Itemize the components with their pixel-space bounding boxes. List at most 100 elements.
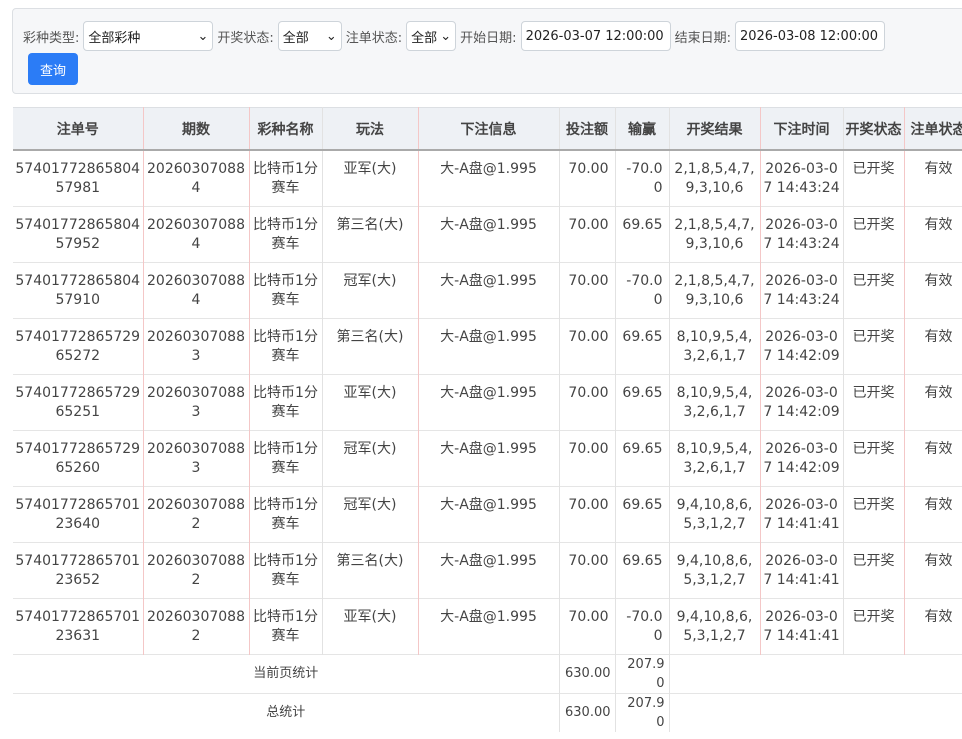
bet-status-value: 全部 [411, 30, 438, 46]
cell-bet-id: 5740177286572965260 [13, 429, 144, 486]
table-row: 5740177286572965251 202603070883 比特币1分赛车 亚军… [13, 373, 962, 430]
cell-bet-info: 大-A盘@1.995 [418, 485, 560, 542]
cell-draw-status: 已开奖 [843, 205, 905, 262]
cell-draw-status: 已开奖 [843, 261, 905, 318]
cell-bet-id: 5740177286570123640 [13, 485, 144, 542]
start-date-label: 开始日期: [460, 30, 517, 46]
cell-draw-result: 9,4,10,8,6,5,3,1,2,7 [669, 485, 761, 542]
cell-bet-status: 有效 [904, 429, 962, 486]
cell-bet-id: 5740177286580457910 [13, 261, 144, 318]
lottery-type-select[interactable]: 全部彩种 ⌄ [83, 21, 214, 51]
column-header-draw-result: 开奖结果 [669, 107, 761, 151]
cell-draw-result: 2,1,8,5,4,7,9,3,10,6 [669, 205, 761, 262]
cell-bet-info: 大-A盘@1.995 [418, 261, 560, 318]
end-date-label: 结束日期: [674, 30, 731, 46]
table-row: 5740177286580457910 202603070884 比特币1分赛车 冠军… [13, 261, 962, 318]
cell-bet-time: 2026-03-07 14:42:09 [760, 373, 844, 430]
cell-bet-status: 有效 [904, 373, 962, 430]
cell-play-type: 冠军(大) [322, 261, 419, 318]
chevron-down-icon: ⌄ [325, 28, 337, 44]
query-button[interactable]: 查询 [28, 53, 78, 85]
cell-bet-time: 2026-03-07 14:41:41 [760, 541, 844, 598]
column-header-bet-time: 下注时间 [760, 107, 844, 151]
start-date-value: 2026-03-07 12:00:00 [525, 28, 664, 44]
summary-label: 当前页统计 [13, 653, 560, 693]
cell-bet-amount: 70.00 [559, 373, 616, 430]
cell-period: 202603070882 [143, 541, 250, 598]
cell-win-loss: 69.65 [615, 485, 670, 542]
cell-period: 202603070884 [143, 205, 250, 262]
cell-lottery-name: 比特币1分赛车 [249, 597, 323, 654]
cell-lottery-name: 比特币1分赛车 [249, 373, 323, 430]
cell-bet-info: 大-A盘@1.995 [418, 429, 560, 486]
table-row: 5740177286570123631 202603070882 比特币1分赛车 亚军… [13, 597, 962, 654]
cell-bet-id: 5740177286580457981 [13, 149, 144, 206]
cell-play-type: 亚军(大) [322, 373, 419, 430]
bet-table: 注单号 期数 彩种名称 玩法 下注信息 投注额 输赢 开奖结果 下注时间 开奖状态 注单状态 574… [13, 107, 962, 732]
cell-bet-amount: 70.00 [559, 541, 616, 598]
cell-draw-result: 2,1,8,5,4,7,9,3,10,6 [669, 261, 761, 318]
summary-empty [669, 692, 962, 732]
cell-bet-amount: 70.00 [559, 429, 616, 486]
cell-draw-status: 已开奖 [843, 317, 905, 374]
cell-bet-amount: 70.00 [559, 205, 616, 262]
cell-bet-time: 2026-03-07 14:42:09 [760, 317, 844, 374]
cell-bet-status: 有效 [904, 597, 962, 654]
cell-bet-id: 5740177286570123652 [13, 541, 144, 598]
cell-bet-time: 2026-03-07 14:43:24 [760, 205, 844, 262]
cell-bet-time: 2026-03-07 14:43:24 [760, 149, 844, 206]
cell-bet-amount: 70.00 [559, 317, 616, 374]
total-summary-row: 总统计 630.00 207.90 [13, 692, 962, 732]
lottery-type-value: 全部彩种 [88, 30, 141, 46]
chevron-down-icon: ⌄ [440, 28, 452, 44]
cell-bet-time: 2026-03-07 14:43:24 [760, 261, 844, 318]
cell-bet-time: 2026-03-07 14:41:41 [760, 597, 844, 654]
table-row: 5740177286572965272 202603070883 比特币1分赛车 第三… [13, 317, 962, 374]
cell-win-loss: -70.00 [615, 149, 670, 206]
cell-bet-status: 有效 [904, 317, 962, 374]
cell-bet-status: 有效 [904, 261, 962, 318]
page-summary-row: 当前页统计 630.00 207.90 [13, 653, 962, 693]
cell-period: 202603070884 [143, 261, 250, 318]
draw-status-label: 开奖状态: [217, 30, 274, 46]
cell-play-type: 亚军(大) [322, 149, 419, 206]
end-date-value: 2026-03-08 12:00:00 [739, 28, 879, 44]
cell-bet-status: 有效 [904, 149, 962, 206]
column-header-period: 期数 [143, 107, 250, 151]
table-row: 5740177286570123652 202603070882 比特币1分赛车 第三… [13, 541, 962, 598]
cell-period: 202603070884 [143, 149, 250, 206]
bet-status-select[interactable]: 全部 ⌄ [406, 21, 457, 51]
cell-bet-info: 大-A盘@1.995 [418, 205, 560, 262]
cell-draw-result: 8,10,9,5,4,3,2,6,1,7 [669, 429, 761, 486]
cell-bet-amount: 70.00 [559, 485, 616, 542]
cell-bet-time: 2026-03-07 14:42:09 [760, 429, 844, 486]
cell-draw-status: 已开奖 [843, 597, 905, 654]
cell-win-loss: 69.65 [615, 429, 670, 486]
cell-bet-amount: 70.00 [559, 261, 616, 318]
start-date-input[interactable]: 2026-03-07 12:00:00 [520, 21, 671, 51]
cell-play-type: 冠军(大) [322, 429, 419, 486]
cell-play-type: 第三名(大) [322, 541, 419, 598]
cell-bet-id: 5740177286572965272 [13, 317, 144, 374]
cell-bet-id: 5740177286580457952 [13, 205, 144, 262]
cell-period: 202603070883 [143, 317, 250, 374]
cell-bet-time: 2026-03-07 14:41:41 [760, 485, 844, 542]
cell-draw-status: 已开奖 [843, 485, 905, 542]
end-date-input[interactable]: 2026-03-08 12:00:00 [734, 21, 885, 51]
cell-draw-result: 9,4,10,8,6,5,3,1,2,7 [669, 597, 761, 654]
cell-draw-status: 已开奖 [843, 541, 905, 598]
cell-play-type: 亚军(大) [322, 597, 419, 654]
cell-lottery-name: 比特币1分赛车 [249, 317, 323, 374]
column-header-win-loss: 输赢 [615, 107, 670, 151]
summary-amount: 630.00 [559, 653, 616, 693]
cell-bet-status: 有效 [904, 541, 962, 598]
bet-status-label: 注单状态: [345, 30, 403, 46]
draw-status-select[interactable]: 全部 ⌄ [277, 21, 342, 51]
cell-period: 202603070882 [143, 597, 250, 654]
cell-period: 202603070883 [143, 429, 250, 486]
cell-play-type: 第三名(大) [322, 205, 419, 262]
column-header-draw-status: 开奖状态 [843, 107, 905, 151]
cell-win-loss: 69.65 [615, 317, 670, 374]
cell-lottery-name: 比特币1分赛车 [249, 485, 323, 542]
cell-lottery-name: 比特币1分赛车 [249, 541, 323, 598]
